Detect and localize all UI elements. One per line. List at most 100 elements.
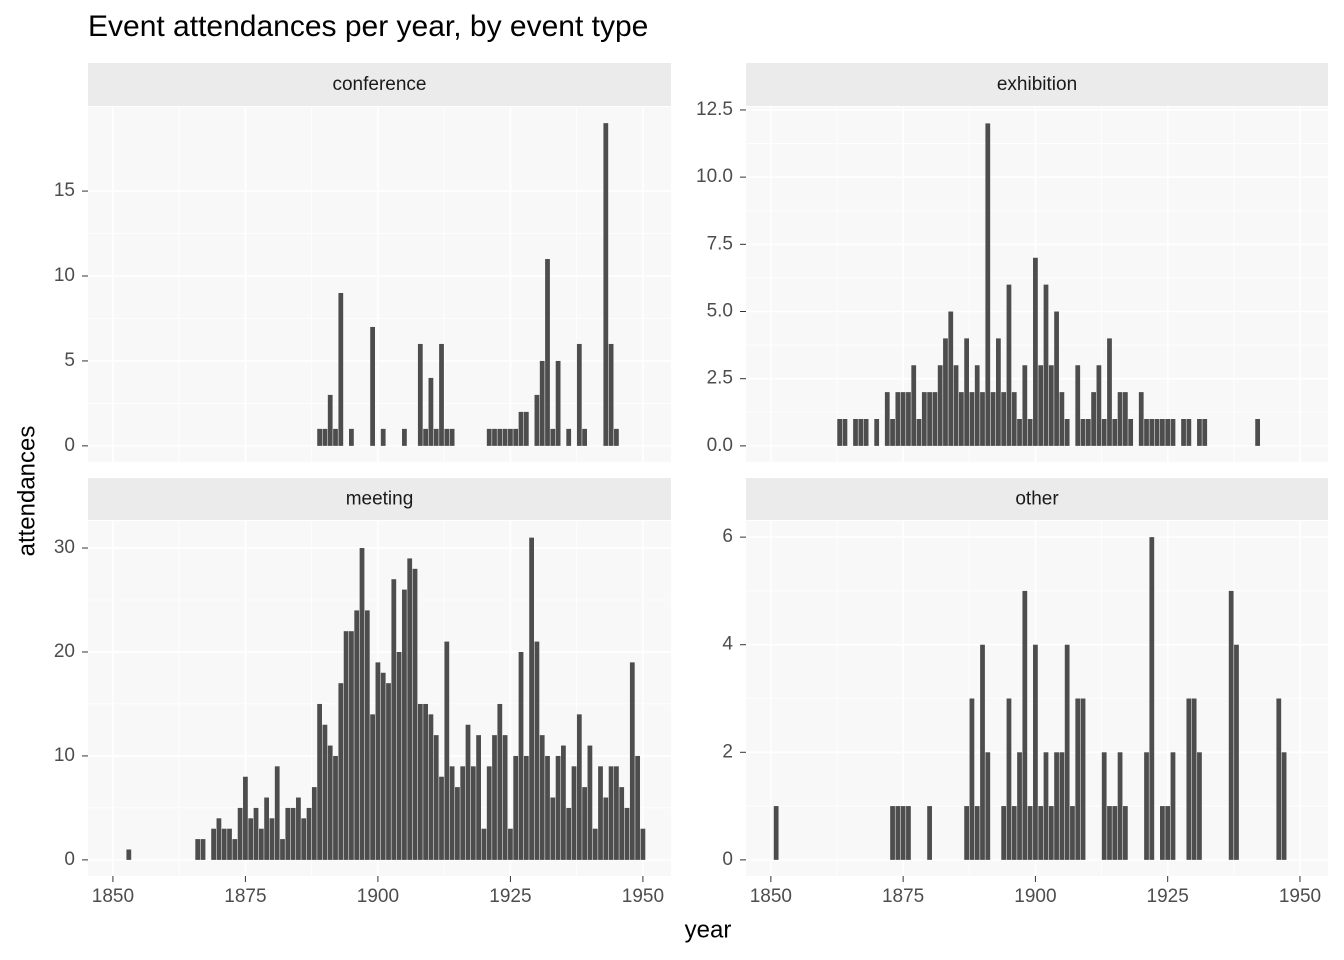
y-tick-label: 12.5 (696, 99, 733, 120)
strip-label: other (1015, 489, 1059, 510)
bar (492, 735, 497, 860)
bar (481, 828, 487, 860)
bar (980, 644, 985, 860)
x-tick-label: 1925 (1147, 886, 1189, 907)
bar (354, 610, 360, 860)
bar (608, 766, 614, 860)
bar (200, 839, 206, 860)
bar (964, 806, 970, 860)
bar (227, 828, 232, 860)
bar (396, 651, 402, 860)
bar (969, 392, 975, 446)
strip-label: conference (332, 74, 426, 95)
bar (534, 641, 540, 860)
bar (243, 776, 248, 860)
bar (1001, 392, 1007, 446)
bar (858, 419, 864, 446)
bar (370, 714, 375, 860)
bar (619, 787, 625, 860)
bar (1186, 419, 1192, 446)
bar (407, 558, 413, 860)
bar (513, 755, 519, 860)
bar (555, 755, 561, 860)
bar (1149, 419, 1155, 446)
bar (195, 839, 201, 860)
bar (550, 797, 556, 860)
y-tick-label: 5 (64, 350, 75, 371)
bar (884, 392, 890, 446)
bar (1048, 365, 1054, 446)
x-tick-label: 1925 (489, 886, 531, 907)
bar (428, 714, 434, 860)
bar (635, 755, 640, 860)
bar (592, 828, 598, 860)
bar (211, 828, 216, 860)
y-tick-label: 10.0 (696, 166, 733, 187)
bar (582, 428, 587, 446)
strip (88, 478, 671, 520)
bar (1017, 752, 1022, 860)
bar (927, 392, 932, 446)
bar (402, 428, 407, 446)
bar (985, 123, 991, 446)
bar (1059, 752, 1065, 860)
bar (465, 724, 471, 860)
bar (990, 392, 996, 446)
bar (1011, 392, 1017, 446)
bar (539, 360, 545, 446)
bar (1122, 392, 1128, 446)
bar (1027, 419, 1033, 446)
bar (1006, 698, 1012, 860)
bar (1064, 419, 1070, 446)
bar (550, 428, 556, 446)
bar (290, 807, 296, 860)
bar (1038, 365, 1044, 446)
y-tick-label: 6 (722, 526, 733, 547)
bar (1011, 806, 1017, 860)
bar (1191, 698, 1197, 860)
y-tick-label: 10 (54, 745, 75, 766)
bar (518, 651, 524, 860)
bar (322, 724, 328, 860)
bar (587, 745, 593, 860)
bar (964, 338, 970, 446)
bar (529, 537, 534, 860)
bar (969, 698, 975, 860)
x-tick-label: 1900 (357, 886, 399, 907)
bar (502, 735, 508, 860)
bar (1202, 419, 1208, 446)
strip (88, 63, 671, 106)
bar (439, 776, 444, 860)
bar (545, 755, 550, 860)
x-tick-label: 1950 (622, 886, 664, 907)
bar (508, 828, 513, 860)
bar (486, 428, 492, 446)
bar (301, 818, 307, 860)
y-tick-label: 15 (54, 180, 75, 201)
bar (980, 392, 985, 446)
bar (1001, 806, 1007, 860)
y-tick-label: 2 (722, 741, 733, 762)
y-tick-label: 10 (54, 265, 75, 286)
strip-label: meeting (346, 489, 414, 510)
bar (1144, 752, 1149, 860)
bar (1144, 419, 1149, 446)
bar (412, 568, 418, 860)
bar (460, 766, 466, 860)
bar (386, 683, 391, 860)
bar (375, 662, 381, 860)
bar (428, 377, 434, 446)
bar (1117, 752, 1123, 860)
bar (1054, 752, 1059, 860)
chart-title: Event attendances per year, by event typ… (88, 10, 648, 43)
strip-label: exhibition (997, 74, 1077, 95)
panel-background (88, 107, 671, 462)
bar (359, 548, 365, 860)
x-tick-label: 1850 (750, 886, 792, 907)
bar (380, 672, 386, 860)
bar (1112, 419, 1118, 446)
bar (640, 828, 646, 860)
bar (1027, 806, 1033, 860)
bar (349, 428, 354, 446)
bar (1276, 698, 1282, 860)
